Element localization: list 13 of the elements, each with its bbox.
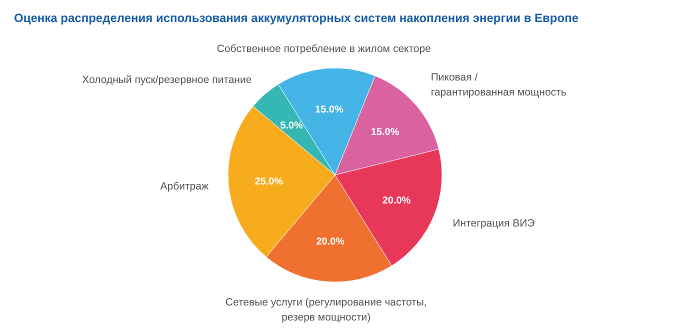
slice-label: Собственное потребление в жилом секторе: [216, 43, 432, 56]
slice-label: Арбитраж: [160, 180, 208, 193]
data-label: 20.0%: [382, 195, 411, 206]
slice-label: Холодный пуск/резервное питание: [82, 74, 252, 86]
data-label: 20.0%: [316, 236, 345, 248]
data-label: 15.0%: [315, 104, 344, 116]
data-label: 25.0%: [254, 176, 284, 188]
slice-label: Сетевые услуги (регулирование частоты, резерв мощности): [225, 296, 427, 324]
slice-label: Интеграция ВИЭ: [452, 217, 536, 230]
slice-label: Пиковая / гарантированная мощность: [430, 71, 567, 98]
chart-title: Оценка распределения использования аккумуляторных систем накопления энергии в Европе: [14, 11, 579, 25]
data-label: 5.0%: [280, 120, 303, 132]
data-label: 15.0%: [370, 126, 400, 138]
